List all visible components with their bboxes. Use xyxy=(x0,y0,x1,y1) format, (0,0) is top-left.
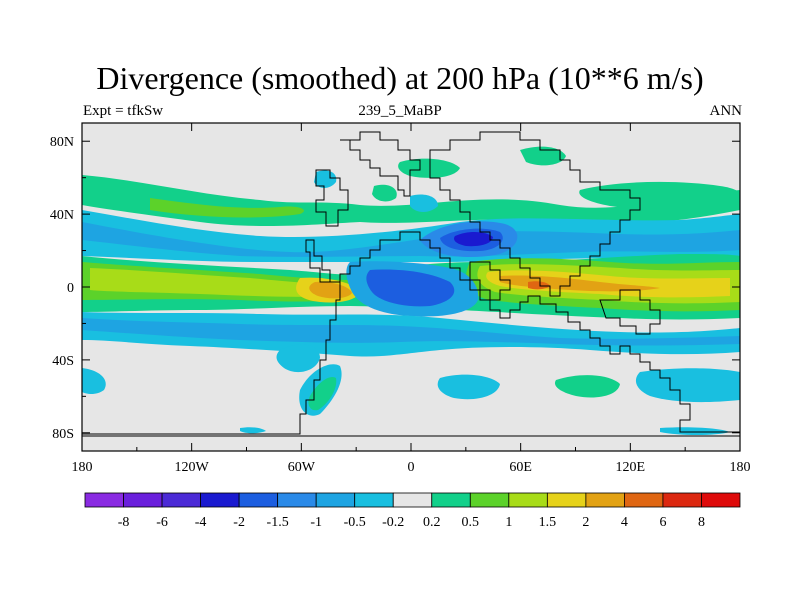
colorbar-swatch xyxy=(701,492,741,508)
y-tick-label: 80S xyxy=(52,427,74,442)
coastline-india xyxy=(469,261,511,301)
colorbar-label: -1.5 xyxy=(267,515,289,530)
contour-field xyxy=(82,146,740,435)
x-tick-label: 120W xyxy=(175,460,210,475)
contour-south-indian-blob xyxy=(437,374,500,400)
contour-north-pacific-green xyxy=(579,181,740,212)
contour-sh-southeast-pacific xyxy=(82,368,106,394)
colorbar-label: 6 xyxy=(659,515,666,530)
colorbar-label: -6 xyxy=(156,515,168,530)
contour-north-atlantic-green xyxy=(372,184,397,202)
y-tick-label: 40N xyxy=(50,208,74,223)
colorbar-swatch xyxy=(431,492,471,508)
coastline-north-america xyxy=(340,131,421,197)
contour-south-indian-green xyxy=(554,375,620,398)
contour-nh-mid-green xyxy=(150,198,304,218)
colorbar-swatch xyxy=(624,492,664,508)
colorbar-swatch xyxy=(315,492,356,508)
y-tick-label: 80N xyxy=(50,135,74,150)
contour-nh-subtrop-neg2 xyxy=(82,222,740,257)
contour-arctic-patch xyxy=(398,158,460,178)
contour-europe-blue xyxy=(410,194,438,212)
axis-ticks: 180 120W 60W 0 60E 120E 180 80N 40N 0 40S 80S xyxy=(50,123,751,475)
coastline-south-america xyxy=(82,231,740,437)
contour-tropical-orange-west xyxy=(309,281,352,299)
colorbar-swatch xyxy=(508,492,548,508)
colorbar-swatch xyxy=(84,492,124,508)
contour-sh-subtrop-neg2 xyxy=(82,318,740,346)
coastline-australia xyxy=(599,289,661,335)
colorbar-swatch xyxy=(662,492,702,508)
coastline-eurasia xyxy=(429,131,641,297)
case-label: 239_5_MaBP xyxy=(358,103,442,119)
colorbar-swatch xyxy=(238,492,279,508)
colorbar-label: 1 xyxy=(505,515,512,530)
colorbar-label: 4 xyxy=(621,515,628,530)
x-tick-label: 60W xyxy=(288,460,316,475)
colorbar-label: 0.2 xyxy=(423,515,441,530)
contour-north-asia-green xyxy=(520,146,566,166)
contour-south-atlantic-green xyxy=(308,376,337,411)
colorbar-swatch xyxy=(585,492,625,508)
colorbar-swatch xyxy=(546,492,587,508)
colorbar-swatch xyxy=(123,492,163,508)
contour-southern-ocean-east xyxy=(635,368,740,403)
colorbar-swatch xyxy=(277,492,317,508)
x-tick-label: 0 xyxy=(408,460,415,475)
coastline-canada-west xyxy=(315,169,349,227)
experiment-label: Expt = tfkSw xyxy=(83,103,164,119)
colorbar-label: -4 xyxy=(195,515,207,530)
contour-indian-ocean-red xyxy=(528,281,550,290)
x-tick-label: 180 xyxy=(72,460,93,475)
chart-title: Divergence (smoothed) at 200 hPa (10**6 … xyxy=(96,60,704,96)
colorbar: -8 -6 -4 -2 -1.5 -1 -0.5 -0.2 0.2 0.5 1 1.5 2 4 6 8 xyxy=(84,492,741,530)
season-label: ANN xyxy=(709,103,743,119)
colorbar-label: -8 xyxy=(118,515,130,530)
colorbar-label: 0.5 xyxy=(462,515,480,530)
contour-asia-minimum-c xyxy=(454,231,493,247)
colorbar-swatch xyxy=(161,492,201,508)
colorbar-label: 1.5 xyxy=(539,515,557,530)
x-tick-label: 180 xyxy=(730,460,751,475)
contour-south-pacific-blob xyxy=(276,344,320,373)
x-tick-label: 60E xyxy=(509,460,532,475)
contour-tropical-yellowgreen xyxy=(90,268,340,297)
colorbar-swatch xyxy=(200,492,240,508)
colorbar-label: -2 xyxy=(233,515,245,530)
colorbar-swatch xyxy=(392,492,433,508)
coastlines xyxy=(82,131,740,437)
colorbar-label: -0.2 xyxy=(382,515,404,530)
contour-canada-patch xyxy=(314,170,337,188)
x-tick-label: 120E xyxy=(616,460,646,475)
colorbar-label: 2 xyxy=(582,515,589,530)
colorbar-label: -1 xyxy=(310,515,322,530)
contour-antarctic-strip xyxy=(240,427,266,434)
y-tick-label: 0 xyxy=(67,281,74,296)
colorbar-label: -0.5 xyxy=(344,515,366,530)
colorbar-swatch xyxy=(469,492,510,508)
colorbar-label: 8 xyxy=(698,515,705,530)
contour-equatorial-neg2 xyxy=(366,269,455,307)
colorbar-swatch xyxy=(354,492,394,508)
contour-antarctic-strip-east xyxy=(660,427,730,435)
y-tick-label: 40S xyxy=(52,354,74,369)
